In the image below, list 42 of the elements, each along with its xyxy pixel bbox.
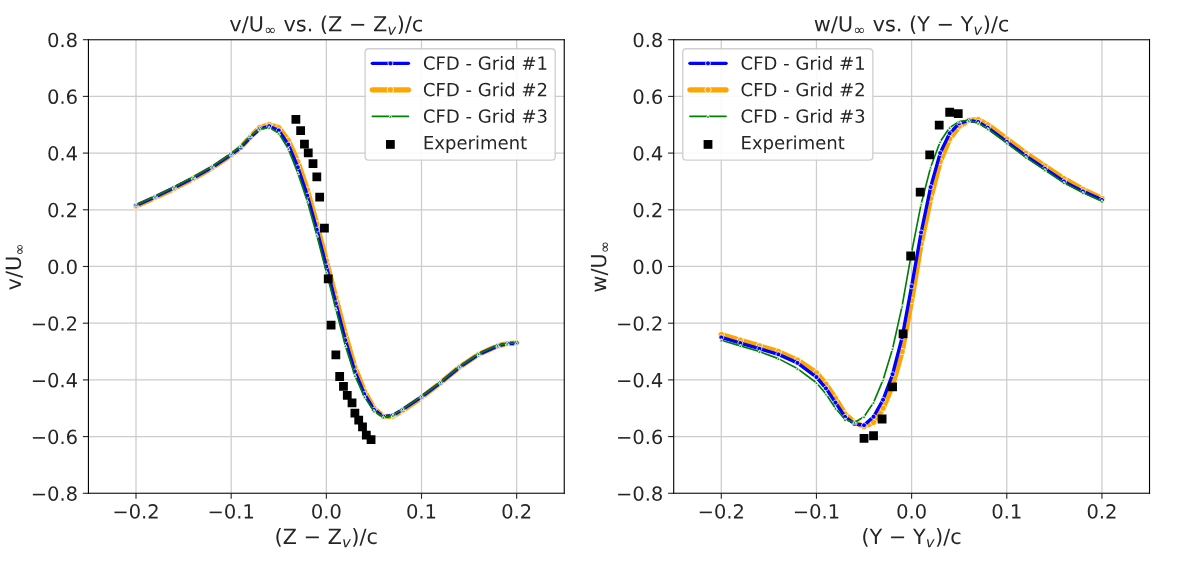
legend-label: CFD - Grid #1 (423, 55, 547, 70)
x-tick-label: −0.1 (794, 504, 839, 519)
x-tick-label: −0.1 (209, 504, 253, 519)
y-tick-label: −0.8 (618, 486, 662, 501)
y-tick-label: −0.4 (32, 372, 77, 388)
y-tick-label: −0.2 (618, 316, 662, 331)
x-tick-label: 0.0 (312, 504, 341, 519)
x-tick-label: 0.1 (992, 504, 1021, 519)
chart-title: v/U$_{∞}$ vs. (Z − Z$_{v}$)/c (229, 15, 423, 35)
legend-label: CFD - Grid #2 (423, 82, 547, 97)
x-tick-label: 0.0 (897, 504, 926, 519)
y-tick-label: 0.2 (48, 202, 77, 218)
legend-label: Experiment (742, 135, 845, 153)
y-tick-label: 0.8 (48, 32, 77, 48)
y-axis-title: w/U$_{∞}$ (590, 242, 609, 292)
legend-label: Experiment (424, 135, 527, 153)
y-tick-label: 0.4 (48, 146, 77, 161)
y-tick-label: −0.6 (32, 429, 77, 445)
y-tick-label: 0.6 (633, 89, 663, 105)
y-tick-label: −0.6 (618, 429, 663, 445)
y-tick-label: −0.4 (618, 372, 663, 388)
y-tick-label: −0.8 (32, 486, 77, 501)
legend-label: CFD - Grid #3 (741, 108, 865, 123)
legend-label: CFD - Grid #1 (741, 55, 864, 70)
y-tick-label: −0.2 (32, 316, 77, 331)
y-tick-label: 0.4 (633, 146, 663, 161)
x-tick-label: 0.1 (407, 504, 436, 519)
x-axis-title: (Z − Z$_{v}$)/c (276, 528, 377, 548)
x-tick-label: 0.2 (1087, 504, 1116, 519)
chart-title: w/U$_{∞}$ vs. (Y − Y$_{v}$)/c (814, 15, 1009, 35)
y-tick-label: 0.0 (48, 259, 77, 275)
y-tick-label: 0.2 (633, 202, 662, 218)
x-tick-label: −0.2 (699, 504, 743, 519)
y-axis-title: v/U$_{∞}$ (5, 244, 23, 290)
x-axis-title: (Y − Y$_{v}$)/c (863, 528, 961, 548)
x-tick-label: 0.2 (502, 504, 531, 519)
y-tick-label: 0.8 (633, 32, 662, 48)
legend-label: CFD - Grid #3 (423, 108, 547, 123)
y-tick-label: 0.0 (633, 259, 662, 275)
y-tick-label: 0.6 (48, 89, 77, 105)
x-tick-label: −0.2 (114, 504, 158, 519)
legend-label: CFD - Grid #2 (741, 82, 864, 97)
